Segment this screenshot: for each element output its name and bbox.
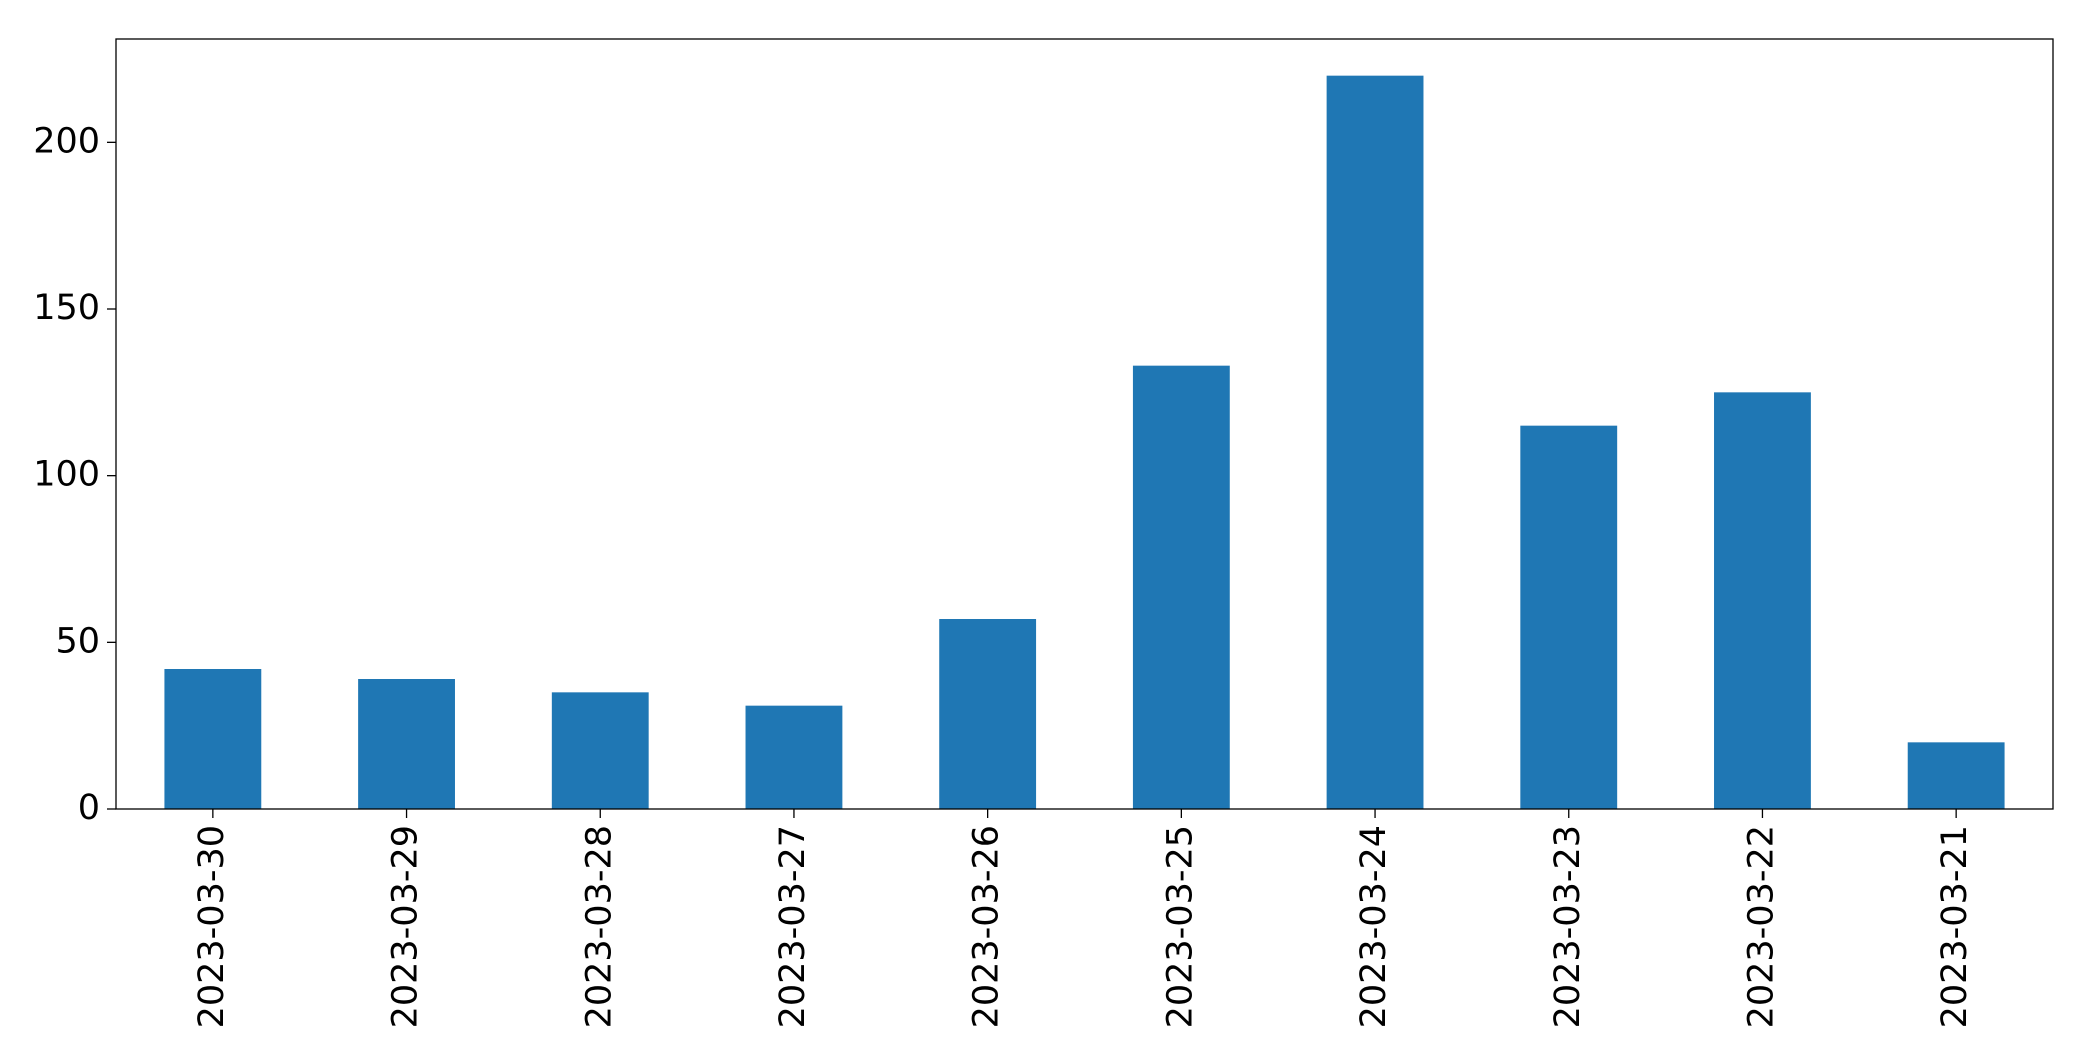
bar <box>1132 365 1230 809</box>
x-tick-label: 2023-03-21 <box>1935 825 1975 1028</box>
bar <box>1907 742 2005 809</box>
bar <box>164 669 262 809</box>
bar <box>1326 75 1424 809</box>
bar <box>1520 425 1618 809</box>
x-tick-label: 2023-03-30 <box>192 825 232 1028</box>
y-tick-label: 50 <box>55 621 100 661</box>
x-tick-label: 2023-03-27 <box>773 825 813 1028</box>
x-tick-label: 2023-03-24 <box>1354 825 1394 1028</box>
bar <box>1714 392 1811 809</box>
y-tick-label: 100 <box>33 455 100 495</box>
x-tick-label: 2023-03-25 <box>1160 825 1200 1028</box>
bar <box>551 692 649 809</box>
bar <box>745 705 843 809</box>
x-tick-label: 2023-03-28 <box>579 825 619 1028</box>
bar <box>358 679 455 809</box>
y-tick-label: 200 <box>33 121 100 161</box>
axes-frame <box>115 38 2054 810</box>
x-tick-label: 2023-03-29 <box>386 825 426 1028</box>
x-tick-label: 2023-03-22 <box>1741 825 1781 1028</box>
x-tick-label: 2023-03-26 <box>967 825 1007 1028</box>
y-tick-label: 0 <box>78 788 100 828</box>
y-tick-label: 150 <box>33 288 100 328</box>
bar <box>939 619 1037 809</box>
x-tick-label: 2023-03-23 <box>1548 825 1588 1028</box>
